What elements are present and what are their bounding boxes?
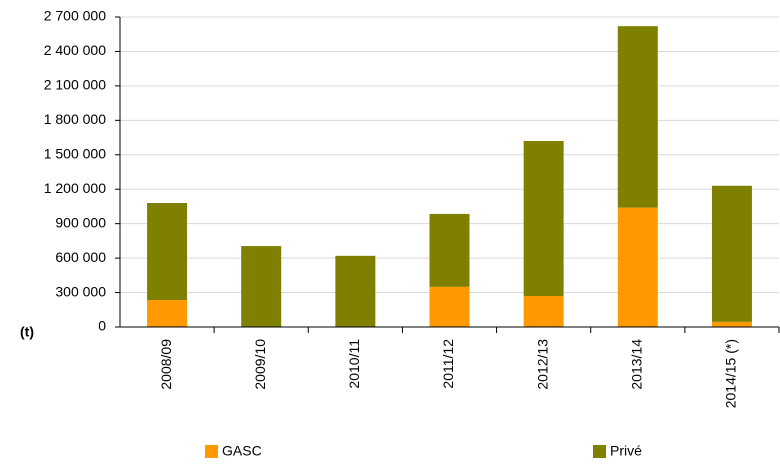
bar-segment xyxy=(147,300,188,327)
x-tick-label: 2012/13 xyxy=(534,339,550,390)
x-tick-label: 2008/09 xyxy=(158,339,174,390)
y-tick-label: 900 000 xyxy=(55,214,106,230)
bar-segment xyxy=(711,185,752,322)
legend-label: GASC xyxy=(222,443,262,459)
bar-segment xyxy=(147,203,188,301)
y-tick-label: 2 400 000 xyxy=(44,42,106,58)
y-tick-label: 1 200 000 xyxy=(44,180,106,196)
bar-segment xyxy=(617,26,658,208)
y-tick-label: 2 100 000 xyxy=(44,77,106,93)
bar-segment xyxy=(523,296,564,327)
legend-swatch xyxy=(593,445,606,458)
y-tick-label: 600 000 xyxy=(55,249,106,265)
y-tick-label: 0 xyxy=(98,318,106,334)
legend-swatch xyxy=(205,445,218,458)
x-tick-label: 2011/12 xyxy=(440,339,456,389)
x-tick-label: 2014/15 (*) xyxy=(723,339,739,408)
bar-segment xyxy=(617,207,658,327)
y-tick-label: 300 000 xyxy=(55,283,106,299)
y-tick-label: 2 700 000 xyxy=(44,8,106,24)
bar-segment xyxy=(429,213,470,287)
bar-segment xyxy=(335,255,376,327)
y-tick-label: 1 800 000 xyxy=(44,111,106,127)
bar-segment xyxy=(241,246,282,327)
x-tick-label: 2010/11 xyxy=(346,339,362,389)
bar-segment xyxy=(711,321,752,327)
bar-segment xyxy=(429,286,470,327)
x-tick-label: 2013/14 xyxy=(628,339,644,390)
bar-segment xyxy=(523,141,564,296)
y-tick-label: 1 500 000 xyxy=(44,145,106,161)
legend-label: Privé xyxy=(610,443,642,459)
y-axis-label: (t) xyxy=(20,324,34,340)
x-tick-label: 2009/10 xyxy=(252,339,268,390)
